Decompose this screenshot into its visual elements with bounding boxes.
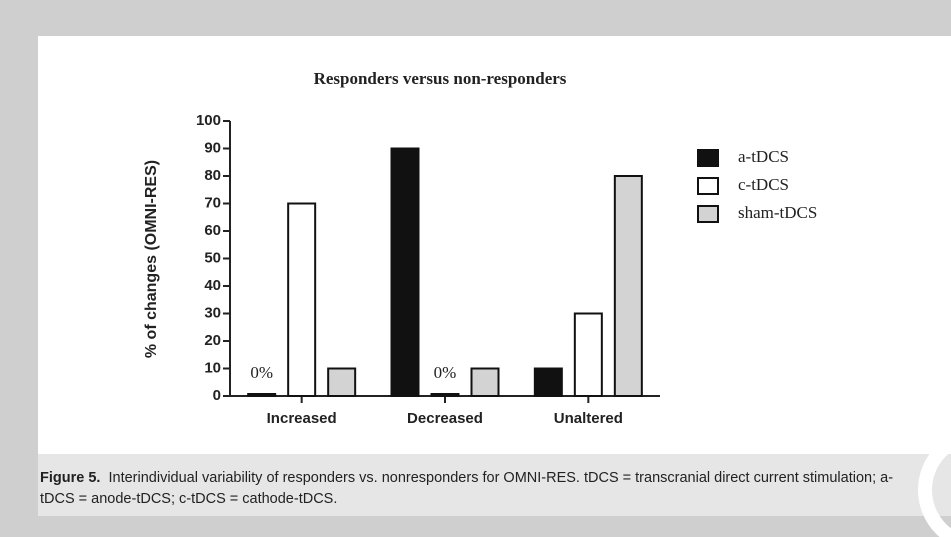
legend-swatch xyxy=(697,149,719,167)
legend-label: a-tDCS xyxy=(738,147,789,166)
y-axis-label: % of changes (OMNI-RES) xyxy=(143,160,160,358)
y-tick-label: 10 xyxy=(204,359,221,376)
y-tick-label: 90 xyxy=(204,139,221,156)
legend-label: c-tDCS xyxy=(738,175,789,194)
bar xyxy=(430,393,460,397)
value-label: 0% xyxy=(250,363,273,382)
decoration xyxy=(918,435,951,537)
bar xyxy=(613,175,643,397)
bar xyxy=(247,393,277,397)
bar xyxy=(390,147,420,397)
y-tick-label: 30 xyxy=(204,304,221,321)
legend-label: sham-tDCS xyxy=(738,203,817,222)
x-tick-label: Increased xyxy=(267,410,337,427)
y-tick-label: 20 xyxy=(204,332,221,349)
legend-swatch xyxy=(697,205,719,223)
bar xyxy=(573,312,603,397)
y-tick-label: 0 xyxy=(213,387,221,404)
caption: Figure 5. Interindividual variability of… xyxy=(40,468,920,510)
y-tick-label: 80 xyxy=(204,167,221,184)
y-tick-label: 100 xyxy=(196,112,221,129)
chart-title: Responders versus non-responders xyxy=(314,69,567,88)
y-tick-label: 60 xyxy=(204,222,221,239)
caption-text: Interindividual variability of responder… xyxy=(40,470,894,507)
caption-label: Figure 5. xyxy=(40,470,101,486)
bar xyxy=(327,367,357,397)
legend-swatch xyxy=(697,177,719,195)
bar xyxy=(287,202,317,397)
bar xyxy=(533,367,563,397)
value-label: 0% xyxy=(434,363,457,382)
x-tick-label: Unaltered xyxy=(554,410,623,427)
x-tick-label: Decreased xyxy=(407,410,483,427)
caption-panel xyxy=(38,454,951,516)
y-tick-label: 70 xyxy=(204,194,221,211)
y-tick-label: 40 xyxy=(204,277,221,294)
y-tick-label: 50 xyxy=(204,249,221,266)
bar xyxy=(470,367,500,397)
